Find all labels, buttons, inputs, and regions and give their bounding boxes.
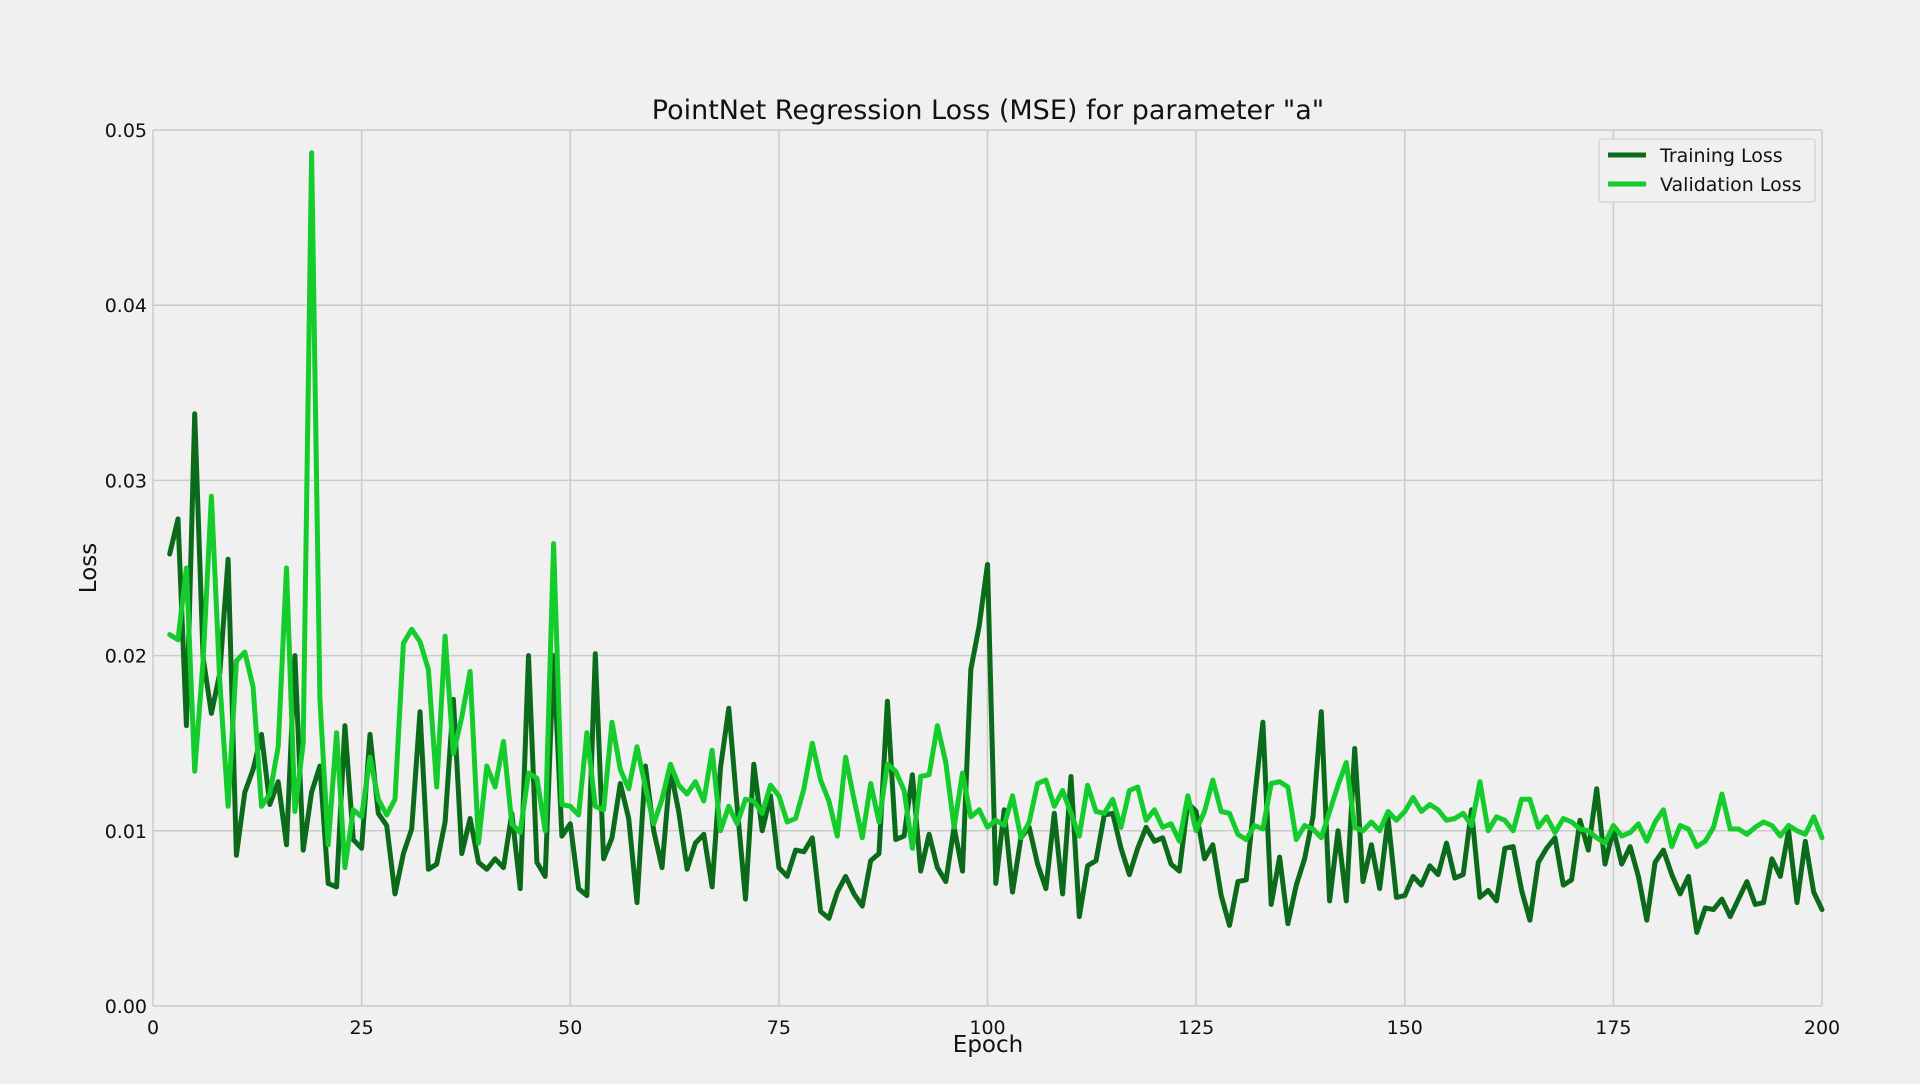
x-axis-label: Epoch — [953, 1032, 1023, 1058]
x-tick-label: 75 — [767, 1017, 791, 1039]
legend-label-training: Training Loss — [1659, 145, 1783, 167]
x-tick-label: 0 — [147, 1017, 159, 1039]
x-tick-label: 200 — [1804, 1017, 1840, 1039]
grid — [152, 129, 1823, 1007]
x-tick-label: 50 — [558, 1017, 582, 1039]
y-tick-label: 0.01 — [105, 821, 147, 843]
y-tick-label: 0.05 — [105, 120, 147, 142]
x-tick-label: 100 — [969, 1017, 1005, 1039]
legend-box — [1598, 138, 1816, 203]
x-tick-label: 150 — [1387, 1017, 1423, 1039]
tick-labels: 0 25 50 75 100 125 150 175 200 0.00 0.01 0.02 0.03 0.… — [105, 120, 1840, 1039]
y-tick-label: 0.02 — [105, 646, 147, 668]
x-tick-label: 25 — [350, 1017, 374, 1039]
training-loss-line — [167, 411, 1825, 935]
legend: Training Loss Validation Loss — [1598, 138, 1816, 203]
chart-title: PointNet Regression Loss (MSE) for param… — [652, 95, 1324, 126]
y-tick-label: 0.03 — [105, 470, 147, 492]
y-tick-label: 0.04 — [105, 295, 147, 317]
x-tick-label: 125 — [1178, 1017, 1214, 1039]
validation-loss-line — [167, 150, 1825, 871]
series-lines — [167, 150, 1825, 935]
legend-label-validation: Validation Loss — [1660, 174, 1802, 196]
y-axis-label: Loss — [76, 543, 102, 593]
x-tick-label: 175 — [1595, 1017, 1631, 1039]
y-tick-label: 0.00 — [105, 996, 147, 1018]
